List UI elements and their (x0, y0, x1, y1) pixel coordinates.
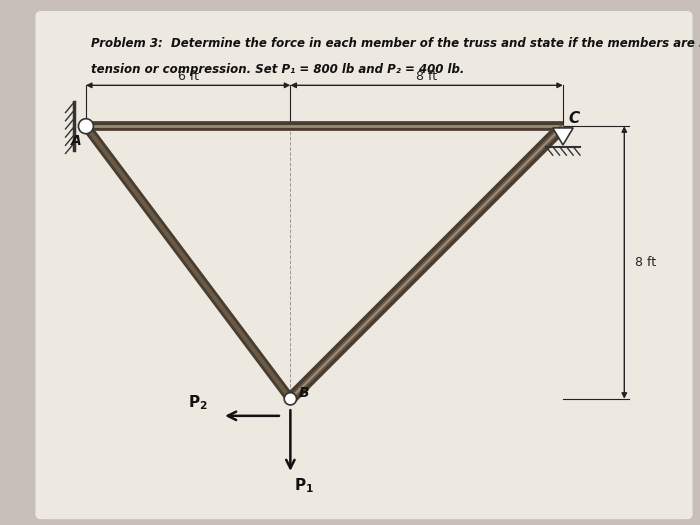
Text: 8 ft: 8 ft (634, 256, 656, 269)
Text: 8 ft: 8 ft (416, 70, 438, 83)
Text: B: B (299, 386, 309, 400)
Circle shape (78, 119, 93, 134)
Text: 6 ft: 6 ft (178, 70, 199, 83)
Text: C: C (568, 111, 580, 126)
Text: tension or compression. Set P₁ = 800 lb and P₂ = 400 lb.: tension or compression. Set P₁ = 800 lb … (91, 64, 464, 77)
Text: Problem 3:  Determine the force in each member of the truss and state if the mem: Problem 3: Determine the force in each m… (91, 37, 700, 50)
Circle shape (284, 393, 297, 405)
Text: A: A (71, 134, 81, 148)
Text: $\mathbf{P_2}$: $\mathbf{P_2}$ (188, 393, 208, 412)
Polygon shape (553, 128, 573, 145)
Text: $\mathbf{P_1}$: $\mathbf{P_1}$ (294, 477, 314, 496)
